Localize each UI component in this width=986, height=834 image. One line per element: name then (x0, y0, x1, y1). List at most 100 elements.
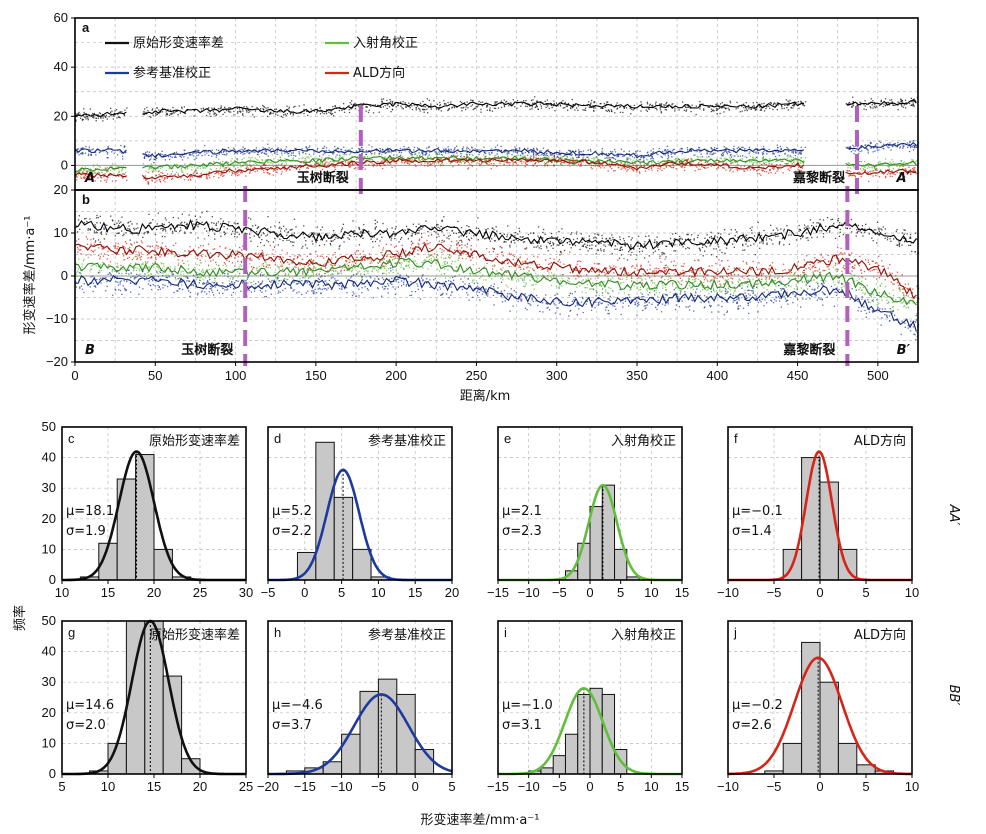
scatter-point (906, 171, 908, 173)
scatter-point (910, 169, 912, 171)
scatter-point (96, 222, 98, 224)
scatter-point (89, 218, 91, 220)
scatter-point (510, 104, 512, 106)
scatter-point (193, 115, 195, 117)
scatter-point (523, 241, 526, 243)
scatter-point (658, 249, 660, 251)
scatter-point (872, 170, 874, 172)
scatter-point (88, 114, 90, 116)
scatter-point (332, 153, 334, 155)
scatter-point (238, 233, 240, 236)
scatter-point (485, 161, 487, 164)
scatter-point (329, 151, 331, 153)
scatter-point (868, 180, 870, 183)
scatter-point (246, 111, 248, 113)
scatter-point (180, 169, 182, 171)
scatter-point (382, 149, 384, 151)
scatter-point (666, 163, 668, 165)
scatter-point (372, 112, 375, 114)
scatter-point (531, 150, 533, 152)
scatter-point (340, 149, 343, 151)
scatter-point (588, 106, 591, 108)
scatter-point (111, 110, 113, 112)
scatter-point (535, 153, 538, 155)
scatter-point (899, 98, 902, 100)
scatter-point (875, 105, 877, 107)
scatter-point (232, 230, 234, 232)
scatter-point (228, 111, 230, 113)
scatter-point (466, 151, 468, 153)
scatter-point (640, 103, 643, 105)
scatter-point (220, 173, 222, 175)
scatter-point (459, 160, 461, 163)
scatter-point (409, 107, 411, 109)
scatter-point (288, 107, 290, 110)
scatter-point (114, 164, 116, 167)
scatter-point (762, 105, 765, 107)
scatter-point (500, 159, 503, 161)
scatter-point (471, 99, 473, 102)
scatter-point (173, 152, 175, 155)
scatter-point (874, 233, 876, 236)
scatter-point (242, 149, 244, 151)
scatter-point (88, 150, 90, 153)
scatter-point (218, 111, 220, 113)
scatter-point (413, 146, 416, 148)
scatter-point (869, 171, 871, 173)
scatter-point (186, 173, 189, 175)
scatter-point (464, 102, 466, 104)
scatter-point (106, 118, 108, 120)
scatter-point (594, 107, 596, 109)
scatter-point (736, 169, 739, 172)
scatter-point (776, 149, 778, 151)
scatter-point (262, 104, 264, 107)
scatter-point (410, 240, 413, 243)
scatter-point (319, 164, 321, 166)
scatter-point (157, 212, 159, 214)
scatter-point (874, 103, 876, 105)
scatter-point (144, 108, 146, 110)
scatter-point (182, 173, 185, 176)
series-line-ald (74, 157, 917, 180)
scatter-point (287, 231, 289, 234)
scatter-point (430, 234, 433, 236)
scatter-point (619, 248, 622, 250)
scatter-point (501, 247, 503, 249)
scatter-point (619, 163, 621, 165)
scatter-point (680, 147, 682, 149)
scatter-point (323, 113, 325, 115)
scatter-point (494, 233, 496, 235)
scatter-point (356, 161, 358, 164)
scatter-point (689, 160, 691, 163)
scatter-point (151, 167, 153, 169)
scatter-point (801, 150, 803, 152)
scatter-point (398, 151, 400, 154)
scatter-point (367, 157, 369, 159)
scatter-point (630, 244, 632, 246)
scatter-point (84, 166, 86, 168)
scatter-point (870, 147, 872, 149)
scatter-point (623, 167, 625, 169)
scatter-point (434, 151, 436, 153)
scatter-point (226, 161, 228, 163)
scatter-point (248, 164, 251, 166)
scatter-point (857, 224, 859, 227)
scatter-point (102, 149, 104, 151)
scatter-point (167, 108, 169, 111)
scatter-point (154, 159, 157, 161)
scatter-point (699, 106, 701, 108)
scatter-point (207, 235, 210, 237)
scatter-point (615, 105, 617, 107)
scatter-point (357, 105, 360, 107)
scatter-point (894, 173, 896, 176)
scatter-point (645, 247, 647, 250)
scatter-point (179, 230, 181, 232)
scatter-point (671, 150, 674, 152)
scatter-point (425, 152, 428, 155)
scatter-point (110, 114, 112, 117)
scatter-point (852, 105, 854, 107)
scatter-point (346, 159, 348, 162)
scatter-point (213, 160, 215, 163)
scatter-point (861, 150, 863, 152)
scatter-point (208, 223, 210, 225)
